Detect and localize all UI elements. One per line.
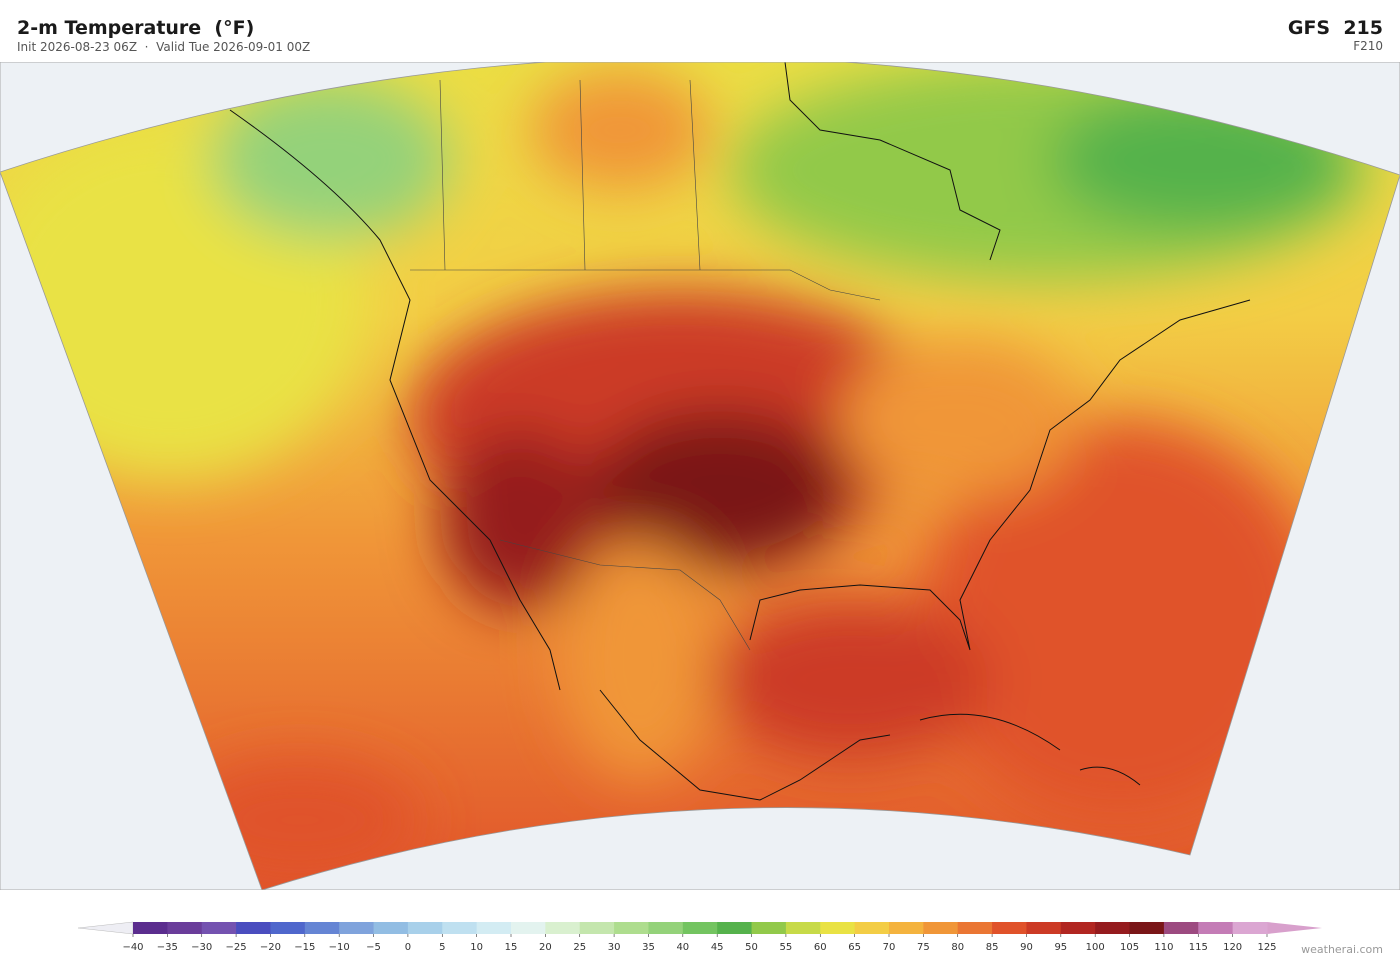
colorbar-over [1267,922,1322,934]
colorbar-tick-label: 0 [405,942,411,953]
colorbar-bin [579,922,615,934]
colorbar-bin [820,922,856,934]
colorbar-bin [1232,922,1268,934]
colorbar-bin [992,922,1027,934]
colorbar-bin [236,922,271,934]
colorbar-tick-label: 55 [780,942,793,953]
colorbar-under [77,921,134,935]
colorbar-bin [1095,922,1131,934]
colorbar-bin [476,922,512,934]
colorbar-bin [133,922,168,934]
colorbar-tick-label: 25 [573,942,586,953]
colorbar-tick-label: 100 [1086,942,1105,953]
colorbar-bin [854,922,890,934]
colorbar-bin [511,922,546,934]
colorbar-bin [614,922,649,934]
colorbar-bin [545,922,581,934]
colorbar-tick-label: −35 [157,942,178,953]
colorbar-tick-label: 85 [986,942,999,953]
colorbar-bin [957,922,993,934]
map [0,62,1400,890]
colorbar-tick-label: 115 [1189,942,1208,953]
colorbar-tick-label: 65 [848,942,861,953]
colorbar-bin [648,922,684,934]
colorbar-tick-label: 20 [539,942,552,953]
colorbar-tick-label: 60 [814,942,827,953]
colorbar-tick-label: 10 [470,942,483,953]
title: 2-m Temperature (°F) [17,17,254,39]
subtitle: Init 2026-08-23 06Z · Valid Tue 2026-09-… [17,40,310,54]
colorbar-tick-label: 80 [951,942,964,953]
forecast-hour: F210 [1353,39,1383,53]
colorbar-bin [682,922,718,934]
colorbar-tick-label: −25 [226,942,247,953]
colorbar-bin [304,922,340,934]
colorbar: −40 −35 −30 −25 −20 −15 −10 −5 0 5 10 15 20 25 30 35 40 4… [77,921,1322,953]
colorbar-bin [270,922,306,934]
colorbar-tick-label: −30 [191,942,212,953]
colorbar-bin [717,922,753,934]
colorbar-tick-label: 120 [1223,942,1242,953]
colorbar-tick-label: 90 [1020,942,1033,953]
colorbar-tick-label: −15 [294,942,315,953]
colorbar-tick-label: 125 [1257,942,1276,953]
colorbar-tick-label: 110 [1154,942,1173,953]
colorbar-tick-label: 95 [1054,942,1067,953]
colorbar-tick-label: 40 [676,942,689,953]
colorbar-bin [442,922,478,934]
colorbar-tick-label: 15 [505,942,518,953]
colorbar-tick-label: −40 [122,942,143,953]
colorbar-bin [1060,922,1096,934]
colorbar-tick-label: 105 [1120,942,1139,953]
colorbar-tick-label: 50 [745,942,758,953]
colorbar-tick-label: −20 [260,942,281,953]
colorbar-bin [373,922,409,934]
colorbar-bin [923,922,959,934]
colorbar-bin [1026,922,1062,934]
credit: weatherai.com [1301,943,1383,956]
colorbar-bin [201,922,237,934]
colorbar-tick-label: 30 [608,942,621,953]
colorbar-bin [167,922,203,934]
colorbar-bin [407,922,443,934]
colorbar-bin [1129,922,1165,934]
model: GFS 215 [1288,17,1383,39]
colorbar-tick-label: −5 [366,942,381,953]
colorbar-bin [751,922,787,934]
colorbar-bin [339,922,375,934]
colorbar-tick-label: 5 [439,942,445,953]
colorbar-tick-label: 45 [711,942,724,953]
colorbar-bin [1198,922,1234,934]
colorbar-tick-label: −10 [329,942,350,953]
colorbar-bin [889,922,924,934]
colorbar-tick-label: 75 [917,942,930,953]
colorbar-bin [785,922,821,934]
colorbar-tick-label: 70 [883,942,896,953]
colorbar-tick-label: 35 [642,942,655,953]
colorbar-bin [1163,922,1199,934]
